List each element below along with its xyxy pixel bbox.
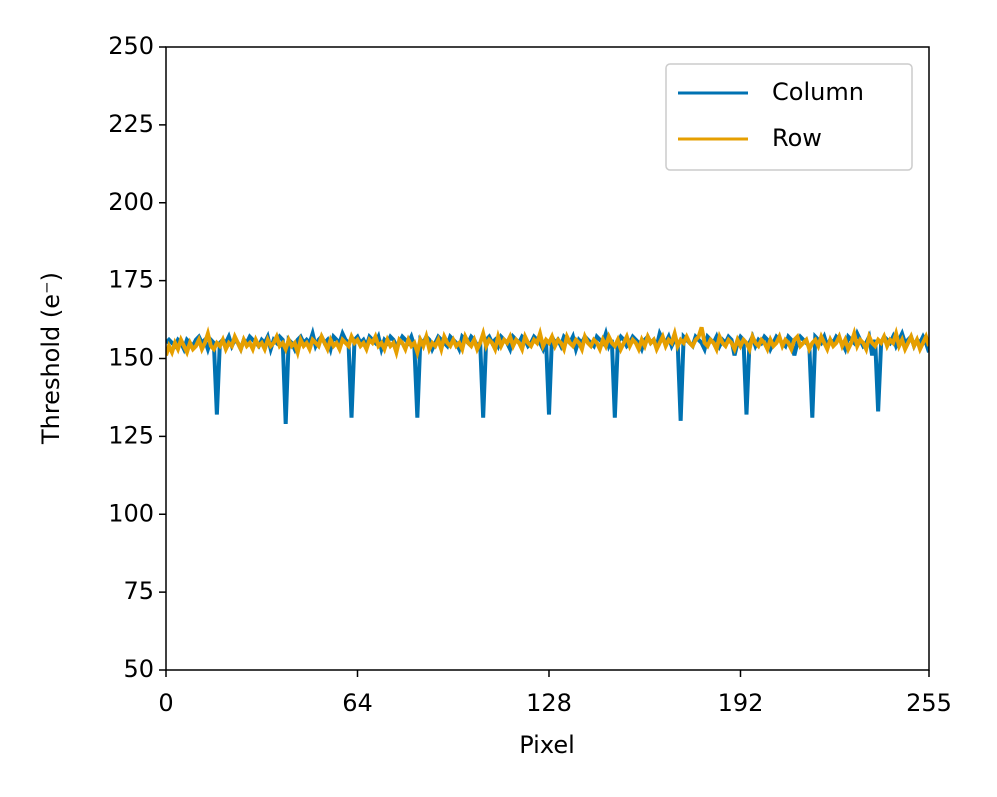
y-tick-label: 200 <box>108 188 154 216</box>
x-axis-label: Pixel <box>519 731 575 759</box>
x-tick-label: 128 <box>526 689 572 717</box>
y-tick-label: 100 <box>108 499 154 527</box>
x-tick-label: 192 <box>718 689 764 717</box>
x-tick-label: 64 <box>342 689 373 717</box>
x-tick-label: 255 <box>906 689 952 717</box>
y-tick-label: 250 <box>108 32 154 60</box>
series-line <box>166 326 929 360</box>
x-tick-label: 0 <box>158 689 173 717</box>
legend-label: Row <box>772 124 822 152</box>
y-axis-label: Threshold (e⁻) <box>37 272 65 445</box>
y-tick-label: 125 <box>108 421 154 449</box>
y-tick-label: 175 <box>108 266 154 294</box>
legend-box <box>665 63 913 171</box>
y-tick-label: 150 <box>108 344 154 372</box>
y-tick-label: 50 <box>123 655 154 683</box>
y-tick-label: 75 <box>123 577 154 605</box>
legend-label: Column <box>772 78 864 106</box>
plot-area <box>166 326 929 424</box>
y-tick-label: 225 <box>108 110 154 138</box>
